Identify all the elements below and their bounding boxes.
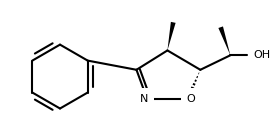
Polygon shape xyxy=(168,22,176,50)
Text: O: O xyxy=(186,94,195,104)
Text: N: N xyxy=(140,94,149,104)
Polygon shape xyxy=(218,26,230,55)
Text: OH: OH xyxy=(254,50,271,60)
